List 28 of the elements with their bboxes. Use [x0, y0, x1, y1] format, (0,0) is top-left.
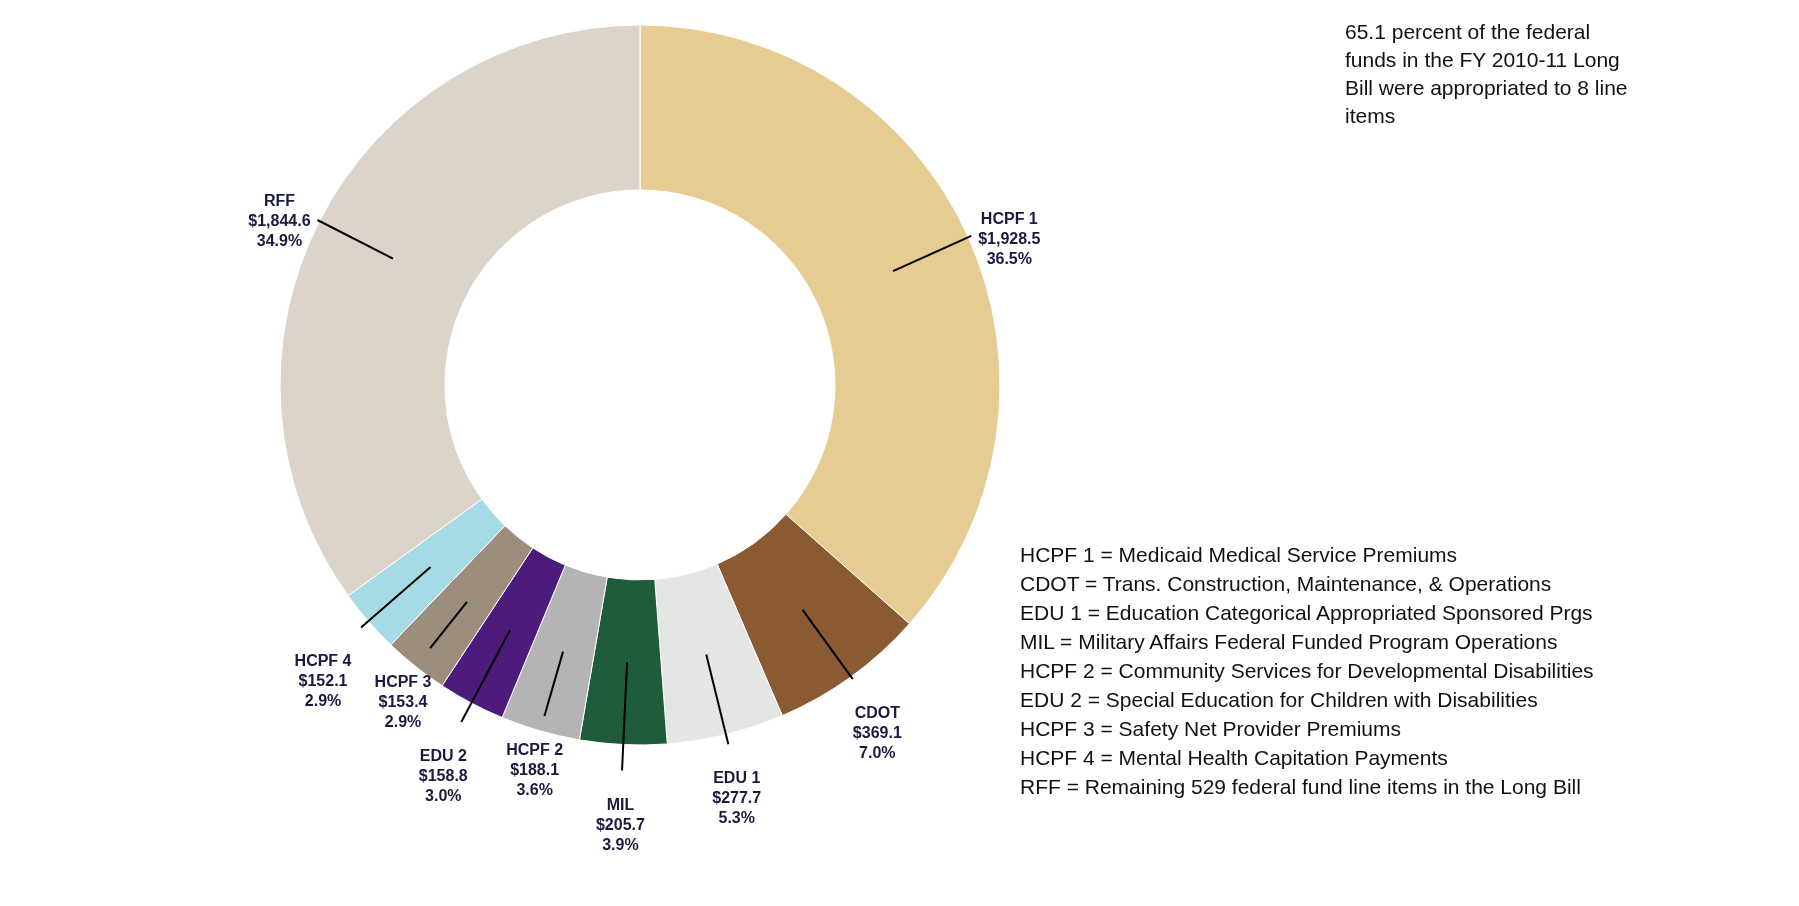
- data-label: $152.1 2.9%: [298, 671, 348, 709]
- text: 65.1 percent of the federal funds in the FY 2010-11 Long Bill were appropriated to 8 line items: [1345, 20, 1628, 127]
- data-label: $1,928.5 36.5%: [978, 229, 1041, 267]
- text: EDU 1 = Education Categorical Appropriated Sponsored Prgs: [1020, 601, 1593, 624]
- text: RFF = Remaining 529 federal fund line items in the Long Bill: [1020, 775, 1581, 798]
- text: HCPF 2 = Community Services for Developmental Disabilities: [1020, 659, 1594, 682]
- slice-label: HCPF 1: [980, 209, 1038, 227]
- data-label: $188.1 3.6%: [510, 761, 560, 799]
- data-label: $205.7 3.9%: [595, 815, 645, 853]
- data-label: $153.4 2.9%: [378, 693, 428, 731]
- slice-label: MIL: [606, 795, 635, 813]
- data-label: $158.8 3.0%: [418, 767, 468, 805]
- slice-label: RFF: [263, 191, 296, 209]
- text: HCPF 3 = Safety Net Provider Premiums: [1020, 717, 1402, 740]
- text: CDOT = Trans. Construction, Maintenance, & Operations: [1020, 572, 1552, 595]
- slice-label: EDU 1: [713, 769, 761, 787]
- slice-label: HCPF 3: [374, 673, 432, 691]
- data-label: $369.1 7.0%: [852, 724, 902, 762]
- data-label: $1,844.6 34.9%: [248, 211, 311, 249]
- text: EDU 2 = Special Education for Children with Disabilities: [1020, 688, 1538, 711]
- text: MIL = Military Affairs Federal Funded Program Operations: [1020, 630, 1558, 653]
- slice-label: HCPF 2: [506, 741, 564, 759]
- text: HCPF 4 = Mental Health Capitation Payments: [1020, 746, 1448, 769]
- slice-label: EDU 2: [419, 747, 467, 765]
- slice-label: CDOT: [854, 704, 901, 722]
- slice-label: HCPF 4: [294, 651, 352, 669]
- text: HCPF 1 = Medicaid Medical Service Premiums: [1020, 543, 1458, 566]
- data-label: $277.7 5.3%: [712, 789, 762, 827]
